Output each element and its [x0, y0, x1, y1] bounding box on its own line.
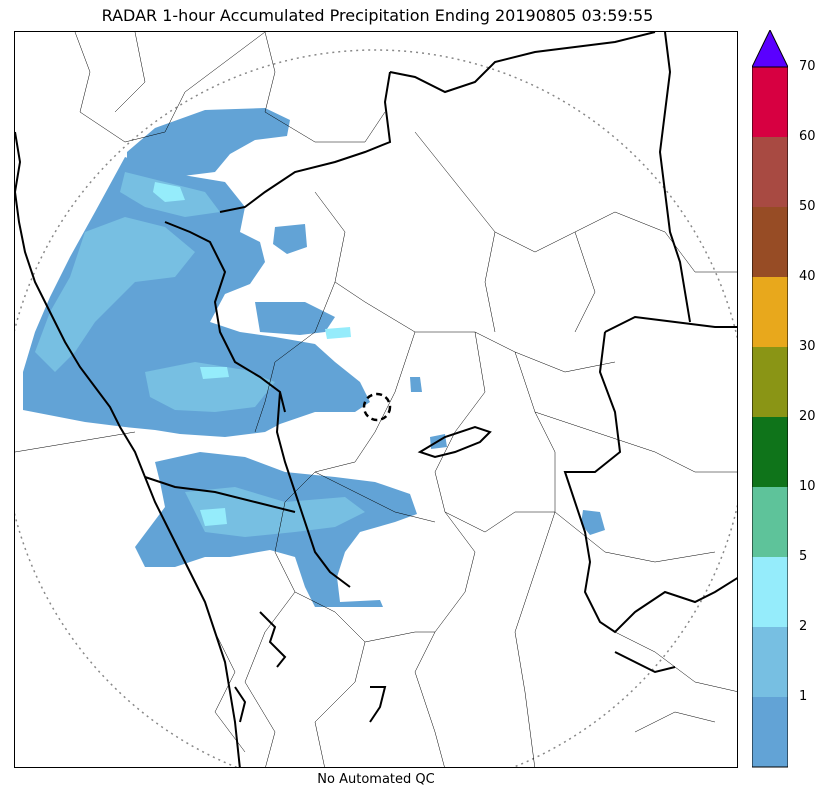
precipitation-field — [23, 108, 605, 607]
precip-cell-b — [200, 367, 229, 379]
precip-cell-c — [200, 508, 227, 526]
precip-band-4 — [185, 487, 365, 537]
colorbar — [752, 30, 788, 768]
precip-band-3 — [145, 362, 275, 412]
precip-region-north — [127, 108, 290, 192]
colorbar-extend-triangle — [752, 30, 788, 68]
colorbar-segment — [752, 487, 788, 557]
precip-region-east — [581, 510, 605, 535]
colorbar-tick-label: 20 — [799, 409, 816, 424]
colorbar-segment — [752, 557, 788, 627]
chart-title: RADAR 1-hour Accumulated Precipitation E… — [101, 6, 654, 25]
map-canvas — [15, 32, 737, 767]
colorbar-tick-label: 5 — [799, 549, 808, 564]
colorbar-segment — [752, 277, 788, 347]
precip-band-2 — [35, 217, 195, 372]
colorbar-tick-label: 70 — [799, 59, 816, 74]
precip-region-ne — [273, 224, 307, 254]
colorbar-segment — [752, 627, 788, 697]
precip-region-center — [255, 302, 335, 335]
colorbar-segment — [752, 697, 788, 767]
colorbar-tick-label: 60 — [799, 129, 816, 144]
precip-region-mid — [410, 377, 422, 392]
colorbar-segment — [752, 207, 788, 277]
colorbar-outline — [752, 66, 788, 768]
radar-site-marker — [362, 392, 392, 422]
district-boundaries — [15, 32, 737, 767]
colorbar-tick-label: 1 — [799, 689, 808, 704]
colorbar-tick-label: 2 — [799, 619, 808, 634]
colorbar-tick-label: 50 — [799, 199, 816, 214]
radar-map — [14, 31, 738, 768]
colorbar-segment — [752, 347, 788, 417]
colorbar-segment — [752, 417, 788, 487]
colorbar-segment — [752, 67, 788, 137]
range-ring — [15, 49, 737, 767]
colorbar-tick-label: 40 — [799, 269, 816, 284]
precip-cell-a — [153, 182, 185, 202]
colorbar-tick-label: 10 — [799, 479, 816, 494]
state-boundaries — [15, 32, 737, 767]
colorbar-segment — [752, 137, 788, 207]
qc-note: No Automated QC — [317, 772, 435, 787]
colorbar-tick-label: 30 — [799, 339, 816, 354]
precip-cell-d — [325, 327, 351, 339]
